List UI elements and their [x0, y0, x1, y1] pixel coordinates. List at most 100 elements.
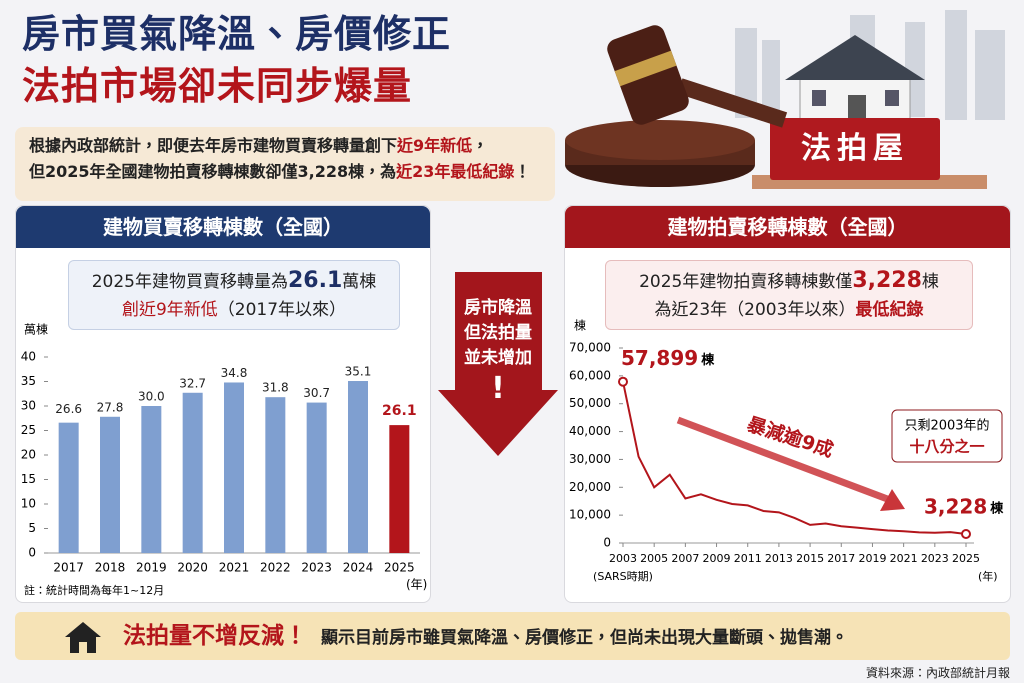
- callout-line: 為近23年（2003年以來）最低紀錄: [606, 296, 972, 324]
- value-label: 57,899: [621, 346, 698, 370]
- highlight: 近23年最低紀錄: [396, 162, 515, 181]
- value-unit: 棟: [990, 501, 1004, 517]
- y-tick-label: 30: [21, 399, 36, 413]
- y-tick-label: 0: [28, 546, 36, 560]
- x-note: (SARS時期): [593, 570, 653, 583]
- text: 為近23年（2003年以來）: [654, 300, 856, 320]
- y-tick-label: 35: [21, 374, 36, 388]
- y-axis-label: 棟: [574, 318, 586, 333]
- text: （2017年以來）: [217, 300, 347, 320]
- value-unit: 棟: [701, 352, 715, 368]
- text: !: [491, 371, 505, 406]
- x-tick-label: 2013: [765, 552, 793, 565]
- x-tick-label: 2015: [796, 552, 824, 565]
- callout-line: 創近9年新低（2017年以來）: [69, 296, 399, 324]
- x-tick-label: 2019: [136, 561, 167, 575]
- panel-title: 建物拍賣移轉棟數（全國）: [565, 206, 1010, 248]
- note-line: 十八分之一: [909, 438, 984, 456]
- callout-line: 2025年建物買賣移轉量為26.1萬棟: [69, 267, 399, 296]
- value-label: 26.1: [382, 403, 417, 419]
- text: 房市降溫: [464, 298, 532, 318]
- x-tick-label: 2003: [609, 552, 637, 565]
- bar: [141, 406, 162, 553]
- sign: [770, 118, 940, 180]
- panel-title: 建物買賣移轉棟數（全國）: [16, 206, 430, 248]
- x-tick-label: 2017: [827, 552, 855, 565]
- title-line: 房市買氣降溫、房價修正: [22, 12, 452, 56]
- x-tick-label: 2023: [921, 552, 949, 565]
- text: 顯示目前房市雖買氣降溫、房價修正，但尚未出現大量斷頭、拋售潮。: [321, 628, 848, 648]
- y-tick-label: 10: [21, 497, 36, 511]
- x-tick-label: 2020: [177, 561, 208, 575]
- y-tick-label: 40,000: [569, 424, 611, 438]
- text: 根據內政部統計，即便去年房市建物買賣移轉量創下: [29, 136, 398, 155]
- text: 但法拍量: [464, 323, 532, 343]
- source: 資料來源：內政部統計月報: [865, 666, 1010, 680]
- x-tick-label: 2025: [384, 561, 415, 575]
- intro-line: 但2025年全國建物拍賣移轉棟數卻僅3,228棟，為近23年最低紀錄！: [29, 159, 541, 185]
- bar: [224, 382, 244, 553]
- point: [618, 376, 628, 387]
- text: 2025年建物買賣移轉量為: [91, 272, 288, 292]
- y-tick-label: 5: [28, 521, 36, 535]
- y-tick-label: 0: [603, 536, 611, 550]
- value-label: 30.0: [138, 390, 165, 404]
- x-tick-label: 2018: [95, 561, 126, 575]
- note-box: [891, 409, 1003, 463]
- bar: [389, 425, 410, 553]
- bar: [182, 392, 203, 553]
- x-tick-label: 2005: [640, 552, 668, 565]
- headline: 法拍量不增反減！: [123, 623, 307, 649]
- y-tick-label: 60,000: [569, 368, 611, 382]
- highlight: 最低紀錄: [855, 300, 924, 320]
- x-tick-label: 2019: [858, 552, 886, 565]
- text: 但2025年全國建物拍賣移轉棟數卻僅3,228棟，為: [29, 162, 397, 181]
- middle-arrow: [438, 272, 558, 456]
- house: [785, 35, 925, 129]
- line: [622, 381, 967, 536]
- highlight: 3,228: [852, 268, 922, 293]
- x-axis-label: (年): [978, 569, 998, 583]
- y-tick-label: 40: [21, 350, 36, 364]
- text: 並未增加: [464, 348, 532, 368]
- callout: 2025年建物買賣移轉量為26.1萬棟 創近9年新低（2017年以來）: [68, 260, 400, 330]
- y-tick-label: 25: [21, 423, 36, 437]
- text: ，: [472, 136, 489, 155]
- sign-label: 法拍屋: [801, 131, 909, 166]
- bar: [348, 381, 368, 553]
- y-tick-label: 70,000: [569, 341, 611, 355]
- y-tick-label: 20,000: [569, 480, 611, 494]
- callout: 2025年建物拍賣移轉棟數僅3,228棟 為近23年（2003年以來）最低紀錄: [605, 260, 973, 330]
- x-tick-label: 2007: [671, 552, 699, 565]
- x-tick-label: 2022: [260, 561, 291, 575]
- house-icon: [65, 622, 101, 653]
- text: 2025年建物拍賣移轉棟數僅: [639, 272, 853, 292]
- value-label: 30.7: [303, 386, 330, 400]
- bar: [100, 416, 120, 553]
- y-tick-label: 10,000: [569, 508, 611, 522]
- value-label: 34.8: [221, 366, 248, 380]
- point: [961, 529, 971, 540]
- highlight: 近9年新低: [397, 136, 473, 155]
- highlight: 創近9年新低: [121, 300, 218, 320]
- intro: 根據內政部統計，即便去年房市建物買賣移轉量創下近9年新低， 但2025年全國建物…: [15, 127, 555, 201]
- bar: [306, 402, 327, 553]
- x-tick-label: 2011: [734, 552, 762, 565]
- x-tick-label: 2024: [343, 561, 374, 575]
- value-label: 27.8: [97, 400, 124, 414]
- middle-callout: 房市降溫 但法拍量 並未增加 !: [442, 296, 554, 407]
- x-tick-label: 2021: [890, 552, 918, 565]
- footer: 法拍量不增反減！ 顯示目前房市雖買氣降溫、房價修正，但尚未出現大量斷頭、拋售潮。: [15, 612, 1010, 660]
- title: 房市買氣降溫、房價修正 法拍市場卻未同步爆量: [22, 8, 451, 112]
- text: ！: [514, 162, 531, 181]
- value-label: 35.1: [345, 365, 372, 379]
- y-axis-label: 萬棟: [24, 322, 48, 337]
- footer-line: 法拍量不增反減！ 顯示目前房市雖買氣降溫、房價修正，但尚未出現大量斷頭、拋售潮。: [123, 612, 848, 662]
- title-line: 法拍市場卻未同步爆量: [22, 64, 413, 108]
- x-tick-label: 2021: [219, 561, 250, 575]
- x-tick-label: 2023: [301, 561, 332, 575]
- note-line: 只剩2003年的: [904, 418, 989, 434]
- x-tick-label: 2025: [952, 552, 980, 565]
- y-tick-label: 30,000: [569, 452, 611, 466]
